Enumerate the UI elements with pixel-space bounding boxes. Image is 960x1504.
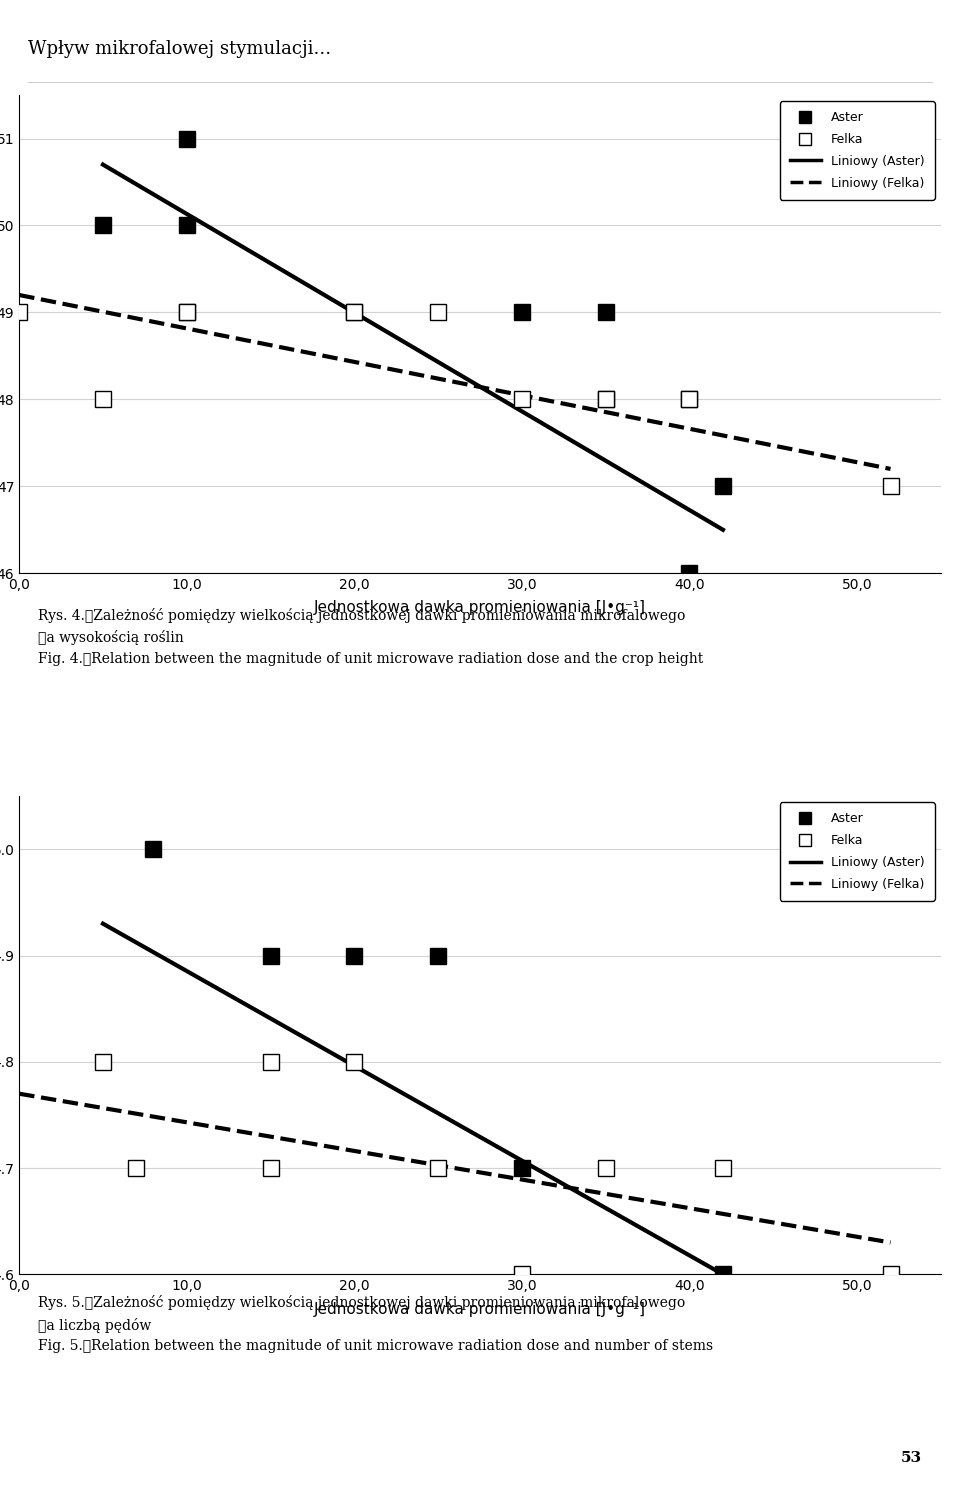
Text: 53: 53 [901, 1450, 923, 1465]
X-axis label: Jednostkowa dawka promieniowania [J•g⁻¹]: Jednostkowa dawka promieniowania [J•g⁻¹] [314, 600, 646, 615]
Legend: Aster, Felka, Liniowy (Aster), Liniowy (Felka): Aster, Felka, Liniowy (Aster), Liniowy (… [780, 101, 934, 200]
Text: Rys. 4.	Zależność pomiędzy wielkością jednostkowej dawki promieniowania mikrofal: Rys. 4. Zależność pomiędzy wielkością je… [37, 608, 703, 666]
Text: Wpływ mikrofalowej stymulacji...: Wpływ mikrofalowej stymulacji... [29, 41, 331, 59]
Text: Rys. 5.	Zależność pomiędzy wielkością jednostkowej dawki promieniowania mikrofal: Rys. 5. Zależność pomiędzy wielkością je… [37, 1295, 712, 1354]
Legend: Aster, Felka, Liniowy (Aster), Liniowy (Felka): Aster, Felka, Liniowy (Aster), Liniowy (… [780, 803, 934, 901]
X-axis label: Jednostkowa dawka promieniowania [J•g⁻¹]: Jednostkowa dawka promieniowania [J•g⁻¹] [314, 1301, 646, 1316]
